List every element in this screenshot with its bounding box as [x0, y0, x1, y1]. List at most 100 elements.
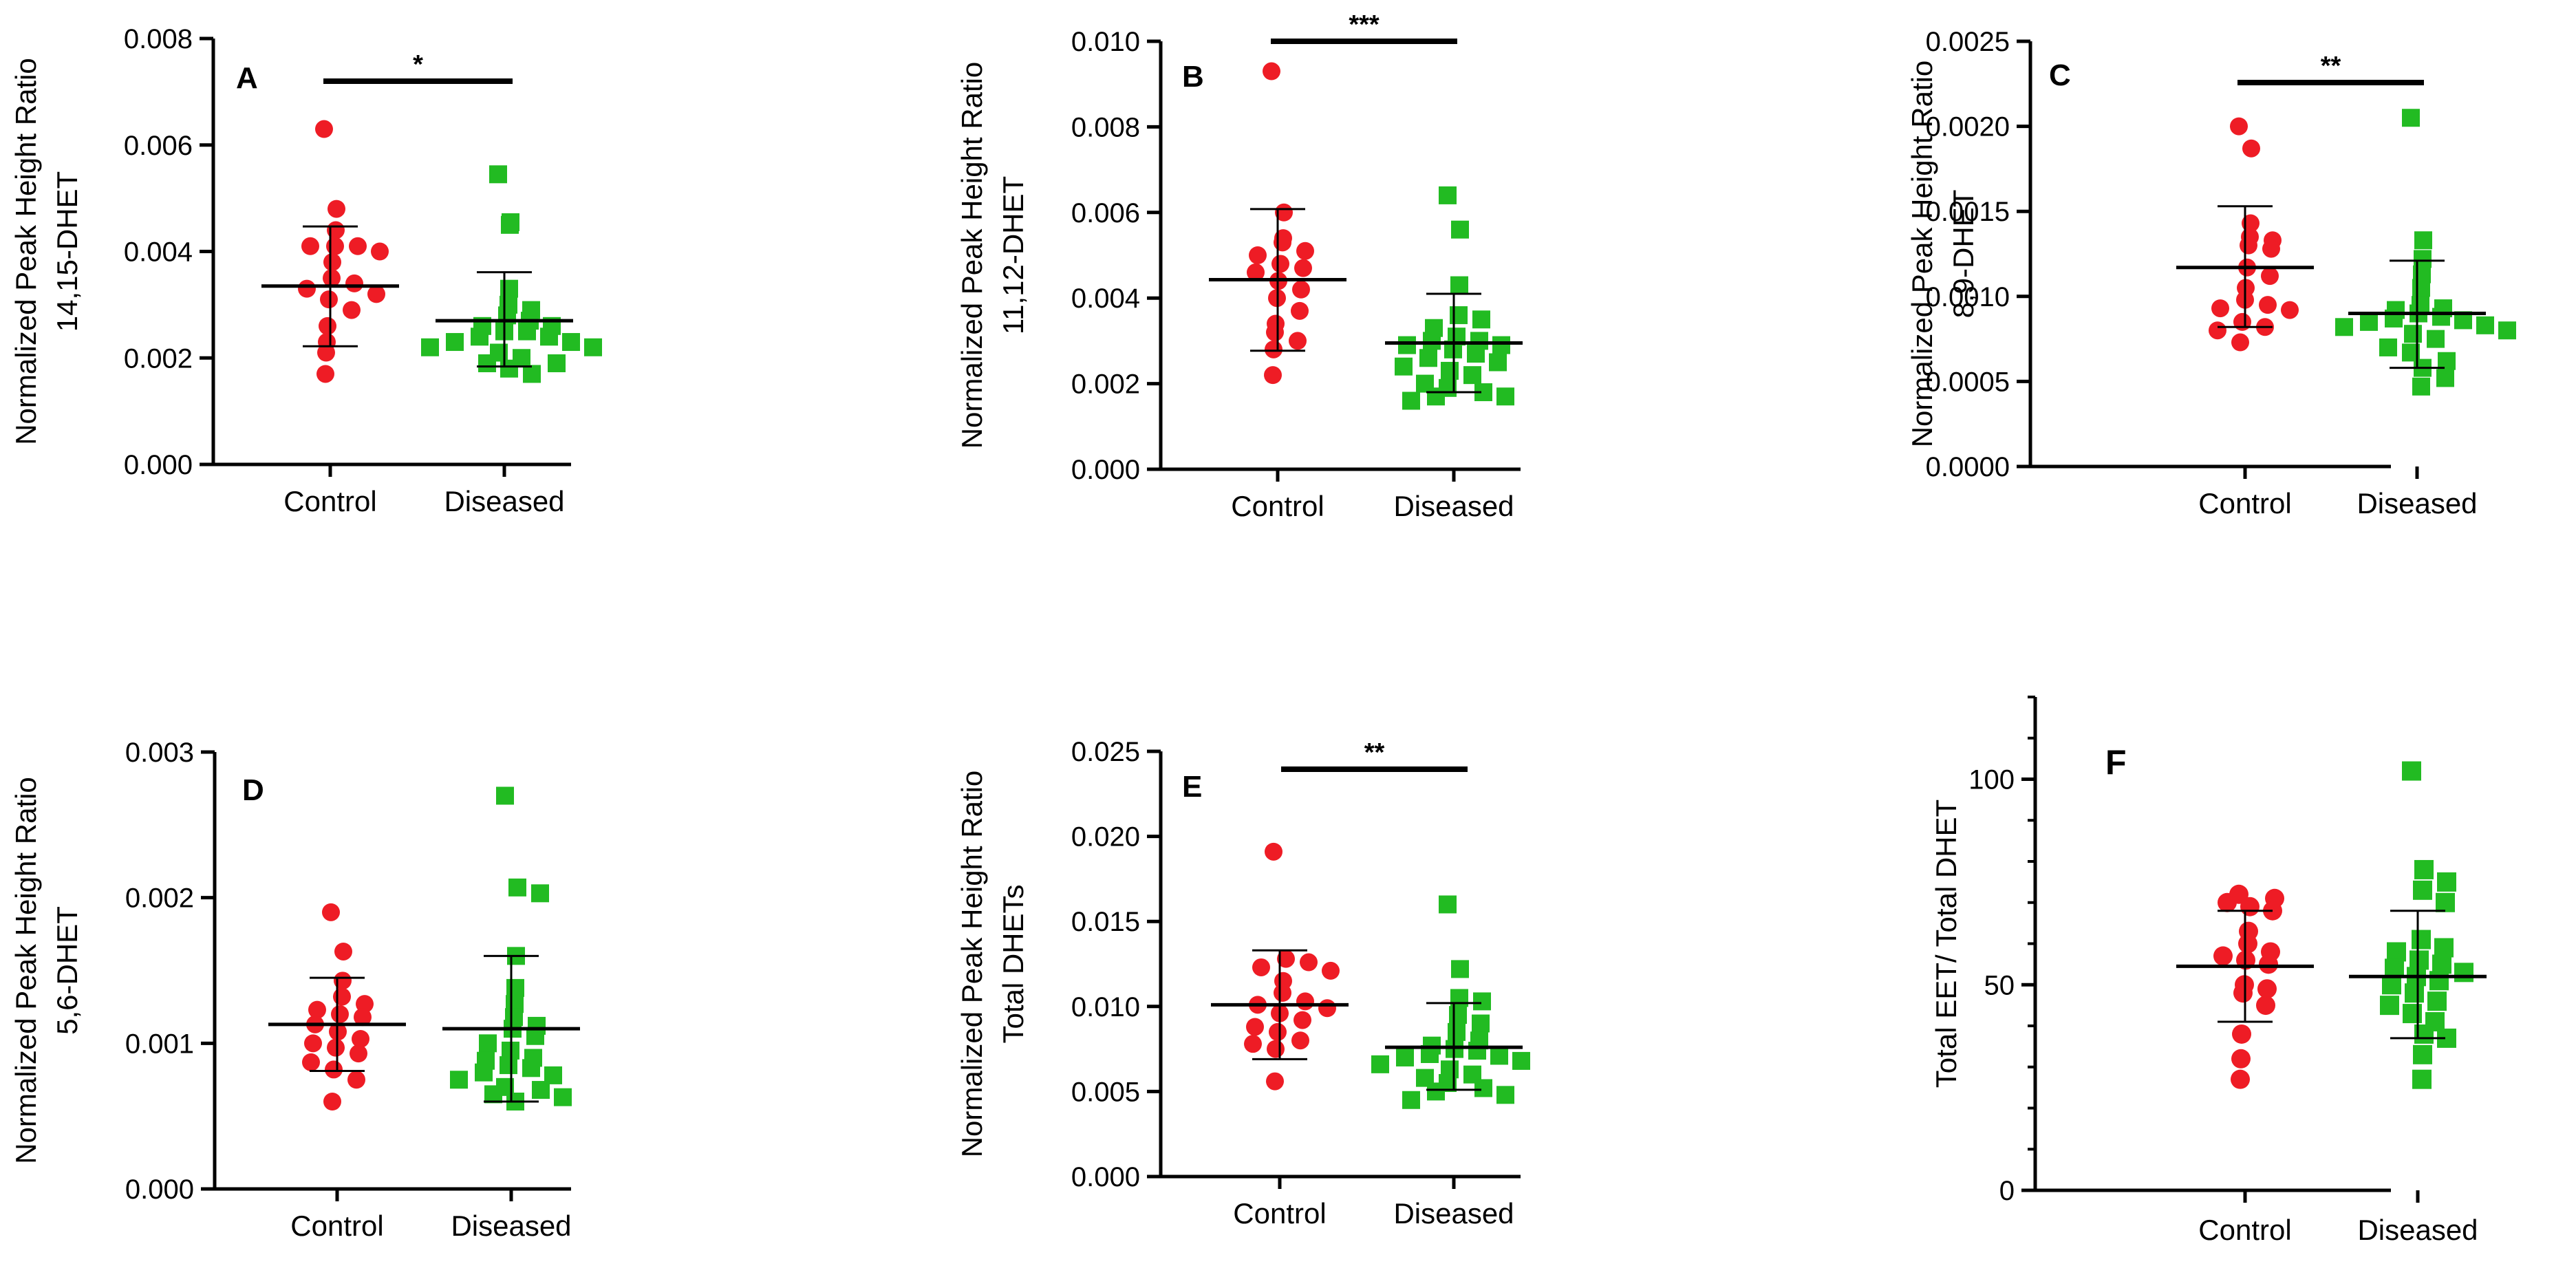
data-point-diseased [2402, 109, 2420, 127]
data-point-diseased [2385, 958, 2404, 978]
data-point-diseased [1449, 1006, 1467, 1024]
data-point-diseased [1450, 276, 1468, 294]
chart-panel-a: 0.000 0.002 0.004 0.006 0.008 Control Diseased… [10, 24, 602, 517]
data-point-diseased [446, 333, 464, 352]
y-tick-label: 0.000 [124, 450, 193, 480]
data-point-control [323, 253, 341, 271]
significance-label: ** [1364, 738, 1385, 767]
data-point-control [1274, 984, 1291, 1002]
data-point-control [367, 285, 385, 303]
data-point-diseased [2405, 983, 2424, 1003]
y-tick-label: 0.001 [125, 1029, 194, 1059]
data-point-diseased [508, 878, 526, 897]
y-axis-label: Normalized Peak Height Ratio [10, 777, 42, 1164]
data-point-control [2262, 239, 2280, 258]
data-point-diseased [523, 365, 541, 383]
data-point-control [1265, 842, 1282, 861]
data-point-diseased [2412, 1069, 2432, 1089]
data-point-control [1246, 1018, 1264, 1036]
data-point-diseased [1472, 310, 1490, 329]
significance-label: *** [1349, 10, 1380, 39]
data-point-diseased [2427, 991, 2447, 1011]
panel-letter: F [2105, 743, 2127, 782]
data-point-control [345, 274, 363, 292]
data-point-diseased [2402, 761, 2421, 781]
data-point-control [2238, 934, 2257, 954]
data-point-control [334, 942, 352, 961]
data-point-diseased [522, 1059, 540, 1077]
y-axis-label: Total DHETs [997, 884, 1029, 1043]
data-point-control [1266, 323, 1284, 341]
data-point-diseased [500, 279, 518, 298]
x-tick-label: Diseased [2357, 487, 2477, 519]
data-point-control [1274, 233, 1291, 252]
y-tick-label: 0.010 [1071, 27, 1140, 57]
y-tick-label: 50 [1984, 970, 2015, 1000]
data-point-control [350, 1044, 367, 1063]
data-point-control [343, 301, 361, 319]
data-point-control [317, 343, 335, 362]
data-point-control [1264, 366, 1282, 385]
data-point-control [1296, 992, 1314, 1011]
y-tick-label: 0.003 [125, 738, 194, 768]
data-point-diseased [1451, 220, 1469, 239]
data-point-control [326, 237, 344, 255]
data-point-diseased [2436, 369, 2454, 387]
x-tick-label: Control [2198, 1214, 2291, 1246]
y-tick-label: 0.0025 [1926, 27, 2010, 57]
data-point-control [1275, 203, 1293, 222]
data-point-diseased [2412, 279, 2430, 297]
data-point-control [1271, 255, 1289, 273]
data-point-diseased [554, 1088, 572, 1106]
panel-letter: E [1182, 770, 1202, 804]
data-point-control [316, 365, 334, 383]
data-point-control [301, 237, 319, 255]
data-point-diseased [1450, 306, 1468, 325]
data-point-diseased [1423, 332, 1441, 350]
data-point-control [2209, 321, 2226, 340]
significance-label: * [413, 50, 423, 79]
chart-panel-e: 0.000 0.005 0.010 0.015 0.020 0.025 Control Dis… [956, 737, 1530, 1230]
significance-label: ** [2321, 52, 2341, 81]
y-tick-label: 0.020 [1071, 822, 1140, 852]
data-point-control [2211, 299, 2229, 318]
y-tick-label: 0.0015 [1926, 197, 2010, 227]
data-point-control [304, 1034, 322, 1053]
y-tick-label: 0.0005 [1926, 367, 2010, 397]
data-point-diseased [2436, 892, 2455, 912]
data-point-control [1291, 1031, 1309, 1050]
data-point-control [315, 120, 333, 138]
data-point-control [347, 1071, 365, 1089]
data-point-diseased [1448, 1022, 1466, 1041]
data-point-control [352, 1029, 369, 1048]
data-point-diseased [540, 328, 558, 346]
data-point-control [2233, 983, 2253, 1003]
data-point-diseased [548, 354, 566, 372]
data-point-diseased [500, 1056, 517, 1075]
x-tick-label: Diseased [451, 1210, 571, 1242]
y-axis-label: 11,12-DHET [997, 176, 1029, 334]
y-tick-label: 0.002 [125, 883, 194, 914]
y-tick-label: 0.0010 [1926, 282, 2010, 312]
y-axis-label: 14,15-DHET [51, 171, 83, 332]
data-point-diseased [2403, 1004, 2422, 1024]
data-point-control [2231, 1049, 2251, 1069]
data-point-diseased [2498, 321, 2516, 340]
data-point-diseased [479, 1034, 497, 1053]
panel-letter: B [1182, 60, 1204, 94]
data-point-diseased [475, 1063, 493, 1082]
data-point-control [333, 987, 351, 1006]
data-point-control [1267, 1040, 1285, 1058]
data-point-control [356, 995, 374, 1013]
data-point-control [1263, 62, 1280, 81]
data-point-diseased [1467, 345, 1485, 363]
data-point-control [2256, 996, 2275, 1016]
data-point-diseased [1473, 992, 1491, 1011]
data-point-diseased [2413, 880, 2432, 900]
data-point-diseased [1402, 1091, 1420, 1109]
data-point-control [2233, 312, 2251, 331]
data-point-diseased [2437, 872, 2456, 892]
data-point-control [323, 269, 341, 288]
data-point-diseased [584, 338, 602, 356]
data-point-control [302, 1053, 320, 1071]
